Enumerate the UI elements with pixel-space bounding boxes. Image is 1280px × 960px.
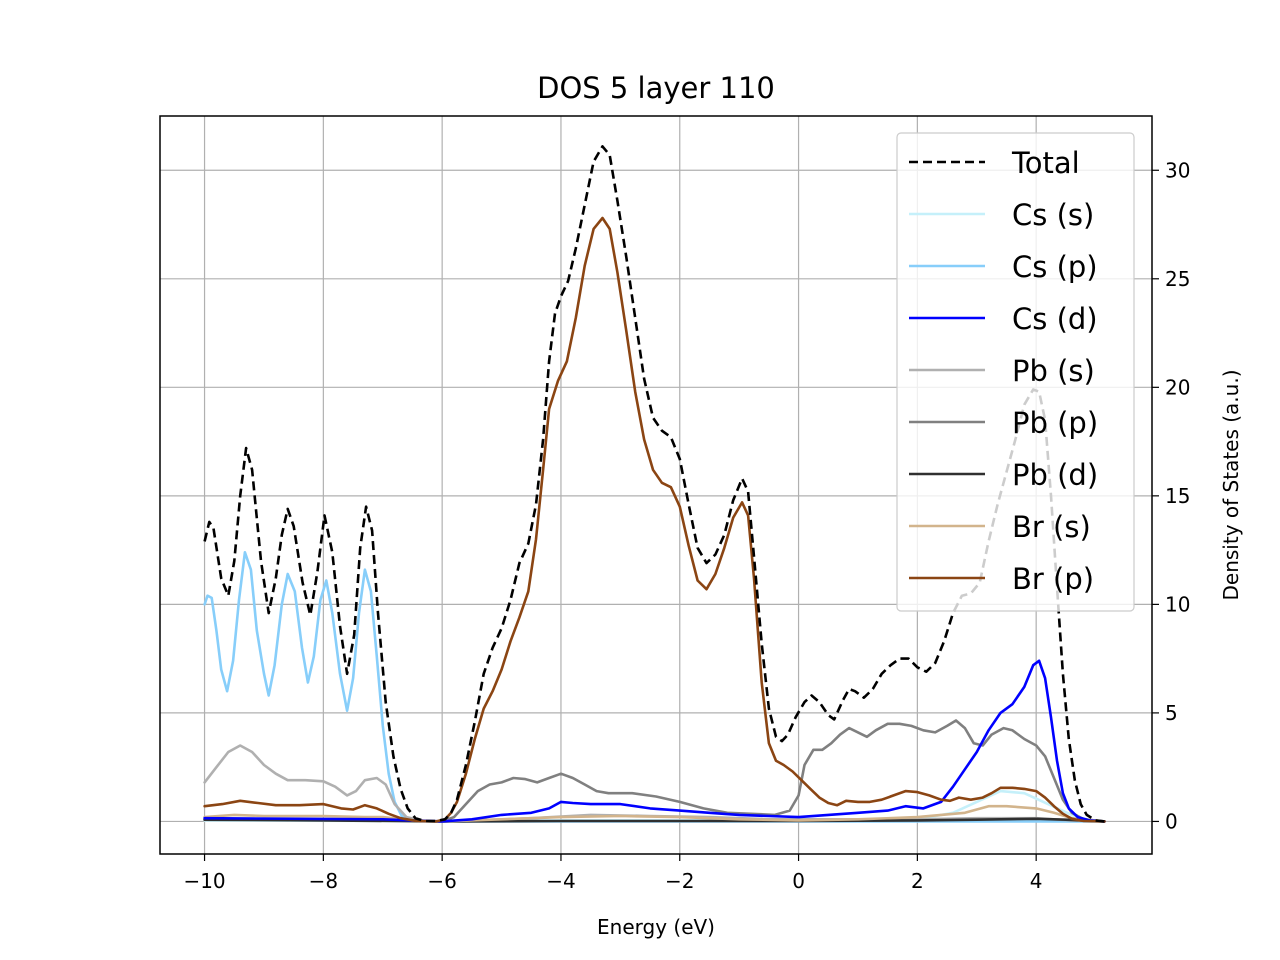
- legend-label: Total: [1011, 146, 1080, 180]
- y-tick-label: 20: [1165, 375, 1190, 399]
- y-axis-label: Density of States (a.u.): [1219, 370, 1243, 601]
- series-line-cs-p: [203, 550, 1106, 823]
- x-tick-label: 4: [1030, 869, 1043, 893]
- x-tick-label: −8: [309, 869, 338, 893]
- x-tick-label: −4: [546, 869, 575, 893]
- chart-title: DOS 5 layer 110: [537, 71, 775, 105]
- legend-label: Br (p): [1012, 562, 1094, 596]
- y-tick-label: 30: [1165, 158, 1190, 182]
- y-tick-label: 15: [1165, 484, 1190, 508]
- y-tick-label: 0: [1165, 809, 1178, 833]
- x-tick-label: −6: [427, 869, 456, 893]
- legend-box: [896, 132, 1135, 612]
- legend-label: Pb (s): [1012, 354, 1095, 388]
- legend: Total Cs (s) Cs (p) Cs (d) Pb (s) Pb (p) Pb (d…: [896, 132, 1135, 612]
- legend-label: Cs (p): [1012, 250, 1098, 284]
- y-tick-label: 10: [1165, 592, 1190, 616]
- legend-label: Cs (s): [1012, 198, 1094, 232]
- series-line-cs-d: [203, 659, 1106, 823]
- series-line-br-s: [203, 804, 1106, 823]
- y-tick-label: 25: [1165, 267, 1190, 291]
- legend-label: Cs (d): [1012, 302, 1098, 336]
- plot-frame: [159, 115, 1153, 855]
- legend-label: Pb (p): [1012, 406, 1098, 440]
- y-tick-label: 5: [1165, 701, 1178, 725]
- series-line-pb-p: [203, 719, 1106, 823]
- x-axis: −10 −8 −6 −4 −2 0 2 4: [183, 854, 1043, 893]
- x-tick-label: −2: [665, 869, 694, 893]
- y-axis: 0 5 10 15 20 25 30: [1152, 158, 1190, 833]
- legend-label: Pb (d): [1012, 458, 1098, 492]
- x-axis-label: Energy (eV): [597, 915, 715, 939]
- legend-label: Br (s): [1012, 510, 1091, 544]
- x-tick-label: 2: [911, 869, 924, 893]
- x-tick-label: −10: [183, 869, 225, 893]
- series-line-br-p: [203, 216, 1106, 823]
- x-tick-label: 0: [792, 869, 805, 893]
